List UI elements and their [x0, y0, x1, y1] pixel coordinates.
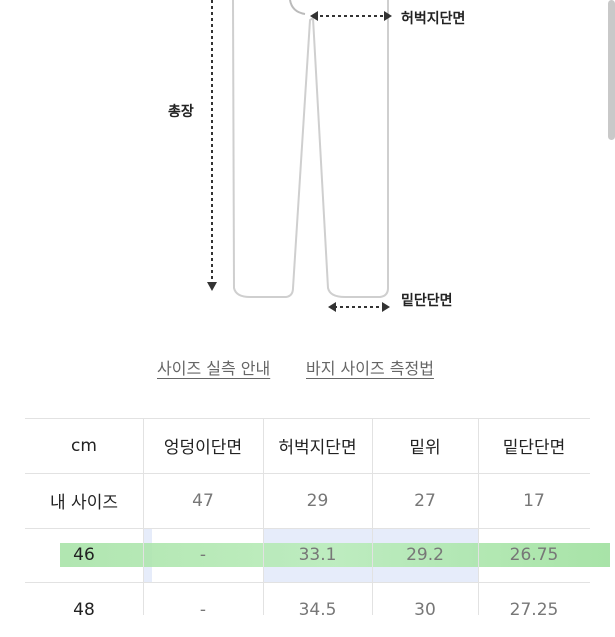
length-label: 총장 [168, 104, 194, 120]
pants-diagram [207, 0, 392, 312]
measure-link[interactable]: 바지 사이즈 측정법 [306, 359, 434, 378]
col-line [478, 418, 479, 615]
table-cell: 48 [73, 599, 95, 620]
thigh-label: 허벅지단면 [401, 11, 466, 27]
table-cell: 밑단단면 [502, 438, 566, 458]
table-cell: 허벅지단면 [278, 438, 357, 458]
size-guide-link[interactable]: 사이즈 실측 안내 [157, 359, 271, 378]
table-cell: 17 [523, 490, 545, 511]
row-line [25, 418, 590, 419]
row-line [25, 582, 590, 583]
table-cell: 33.1 [298, 545, 337, 565]
row-line [25, 473, 590, 474]
table-cell: - [199, 545, 207, 565]
table-cell: 29 [306, 490, 329, 511]
table-cell: 내 사이즈 [50, 493, 118, 513]
table-cell: 34.5 [298, 599, 337, 620]
scrollbar[interactable] [608, 0, 615, 140]
table-cell: 46 [73, 545, 95, 565]
hem-label: 밑단단면 [401, 293, 453, 309]
table-cell: 밑위 [409, 438, 441, 458]
table-cell: 27.25 [509, 599, 559, 620]
page: {"diagram": {"labels": {"thigh": "허벅지단면"… [25, 0, 615, 620]
col-line [263, 418, 264, 615]
row-highlight [60, 543, 610, 567]
table-cell: 26.75 [509, 545, 559, 565]
table-cell: 47 [192, 490, 214, 511]
table-cell: 30 [414, 599, 436, 620]
table-cell: cm [71, 435, 97, 456]
col-line [372, 418, 373, 615]
col-line [143, 418, 144, 615]
table-cell: 엉덩이단면 [163, 438, 243, 458]
table-cell: 27 [414, 490, 436, 511]
table-cell: - [199, 599, 207, 620]
table-cell: 29.2 [406, 545, 444, 565]
row-line [25, 528, 590, 529]
